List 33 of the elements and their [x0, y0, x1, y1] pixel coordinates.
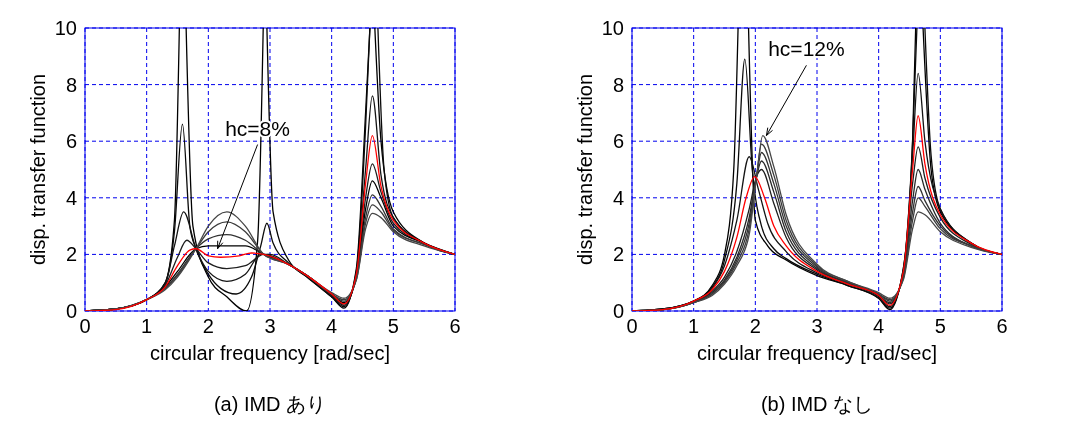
- x-tick-label: 1: [688, 315, 700, 337]
- y-axis-title: disp. transfer function: [27, 73, 49, 266]
- x-tick-label: 4: [873, 315, 885, 337]
- y-tick-label: 10: [601, 17, 624, 39]
- x-tick-label: 6: [449, 315, 461, 337]
- y-tick-label: 10: [54, 17, 77, 39]
- y-tick-label: 8: [65, 73, 77, 96]
- x-tick-label: 3: [264, 315, 276, 337]
- y-tick-label: 6: [612, 130, 624, 153]
- y-tick-label: 0: [612, 300, 624, 322]
- y-tick-label: 8: [612, 73, 624, 96]
- x-tick-label: 0: [626, 315, 638, 337]
- y-tick-label: 2: [65, 243, 77, 266]
- text: (a) IMD あり: [213, 393, 327, 415]
- annotation: hc=12%: [768, 37, 845, 61]
- y-tick-label: 4: [612, 186, 624, 209]
- x-tick-label: 5: [934, 315, 946, 337]
- x-axis-title: circular frequency [rad/sec]: [696, 342, 938, 364]
- x-tick-label: 1: [141, 315, 153, 337]
- x-tick-label: 0: [79, 315, 91, 337]
- y-tick-label: 6: [65, 130, 77, 153]
- y-tick-label: 2: [612, 243, 624, 266]
- text: (b) IMD なし: [760, 393, 874, 415]
- x-tick-label: 2: [202, 315, 214, 337]
- y-tick-label: 4: [65, 186, 77, 209]
- x-tick-label: 4: [326, 315, 338, 337]
- x-tick-label: 6: [996, 315, 1008, 337]
- x-tick-label: 2: [749, 315, 761, 337]
- y-tick-label: 0: [65, 300, 77, 322]
- x-tick-label: 3: [811, 315, 823, 337]
- x-tick-label: 5: [387, 315, 399, 337]
- y-axis-title: disp. transfer function: [574, 73, 596, 266]
- x-axis-title: circular frequency [rad/sec]: [149, 342, 391, 364]
